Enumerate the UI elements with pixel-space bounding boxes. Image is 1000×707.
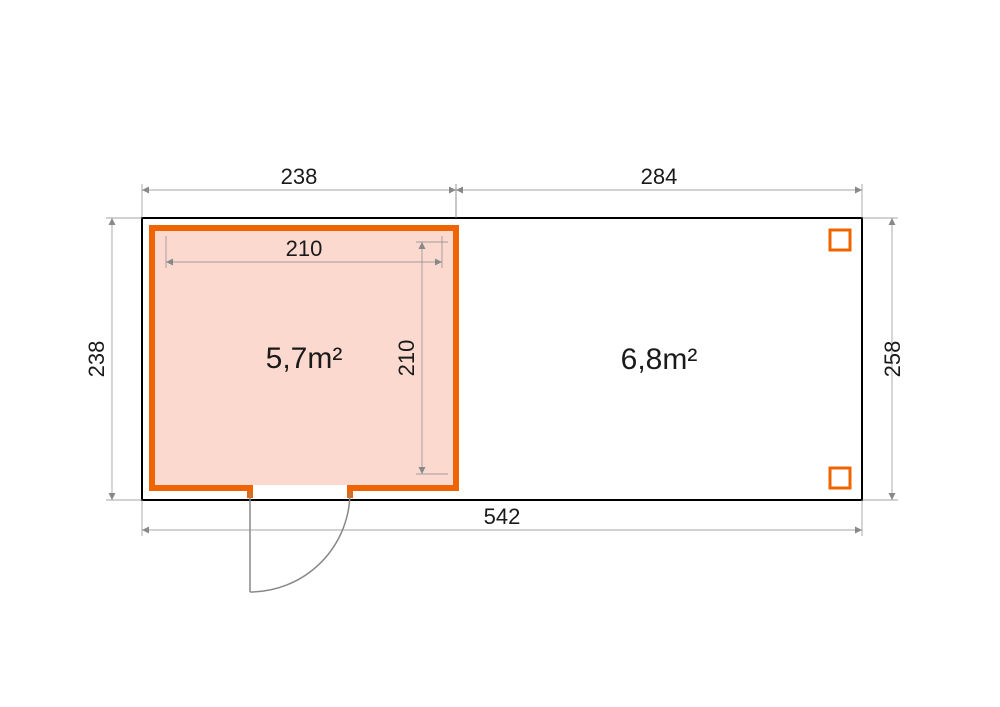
area-label-open: 6,8m² [621, 343, 698, 376]
dimension-label: 238 [281, 164, 318, 189]
floor-plan-diagram: 5,7m² 6,8m² 210 210 238 284 542 238 258 [0, 0, 1000, 707]
dimension-label: 238 [84, 341, 109, 378]
dimension-label: 284 [641, 164, 678, 189]
dimension-label: 210 [286, 236, 323, 261]
support-post [830, 468, 850, 488]
support-post [830, 230, 850, 250]
dimension-label: 210 [394, 340, 419, 377]
dimension-label: 542 [484, 504, 521, 529]
area-label-room: 5,7m² [266, 342, 343, 375]
door-arc [250, 492, 350, 592]
dimension-label: 258 [880, 341, 905, 378]
